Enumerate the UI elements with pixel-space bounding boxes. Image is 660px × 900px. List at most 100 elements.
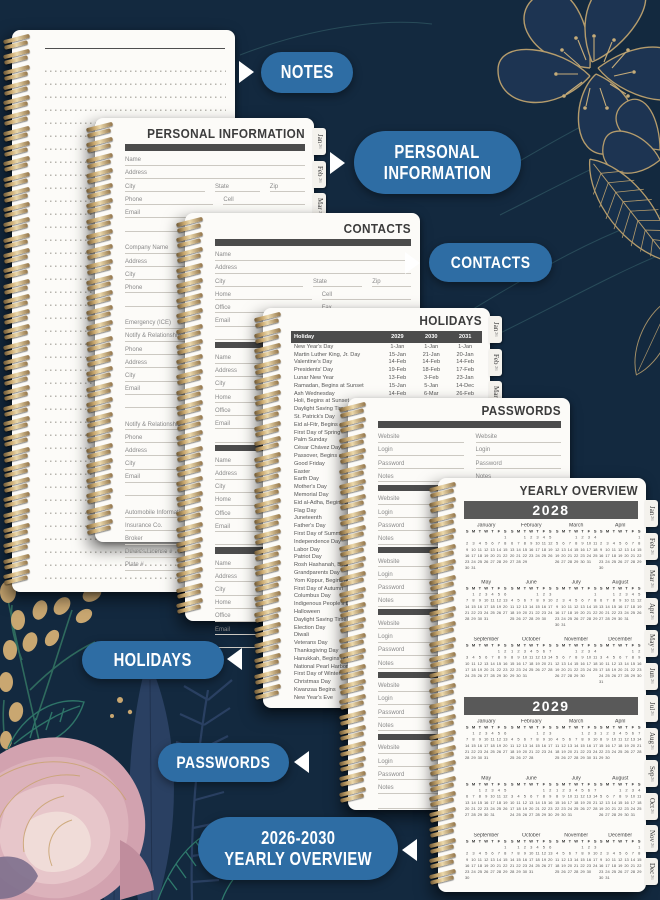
day-number: 1 bbox=[638, 535, 641, 541]
day-number: 26 bbox=[483, 560, 489, 565]
month-grid: S M T W T F S 1 2 3 4 5 6 7 8 9 10 11 12 13 14 15 16 17 18 19 20 21… bbox=[464, 586, 508, 622]
day-number: 24 bbox=[522, 667, 527, 673]
weekday-header: T bbox=[536, 725, 539, 731]
month-calendar: December S M T W T F S 1 2 3 4 5 6 7 8 9 10 11 12 13 14 15 16 17… bbox=[598, 833, 642, 881]
form-row: Website bbox=[378, 741, 464, 754]
weekday-header: S bbox=[555, 839, 559, 845]
month-row: January S M T W T F S 1 2 3 4 5 6 7 8 9 10 11 12 13 14 15 16 17 1… bbox=[464, 719, 642, 776]
day-number: 21 bbox=[516, 553, 521, 559]
day-number: 21 bbox=[496, 863, 502, 869]
holiday-name: Daylight Saving Time Begins bbox=[294, 406, 366, 413]
month-grid: S M T W T F S 1 2 3 4 5 6 7 8 9 10 11 12 13 14 15 16 17 18 19 20 21… bbox=[509, 643, 553, 679]
day-number: 24 bbox=[586, 553, 591, 559]
holiday-column-header: Holiday bbox=[294, 334, 315, 340]
day-number: 9 bbox=[606, 737, 610, 743]
day-number: 12 bbox=[503, 794, 508, 800]
month-grid: S M T W T F S 1 2 3 4 5 6 7 8 9 10 11 12 13 14 15 16 17 18 19 20 21… bbox=[464, 725, 508, 761]
day-number: 24 bbox=[612, 749, 617, 755]
holiday-name: First Day of Winter bbox=[294, 671, 341, 678]
day-number: 17 bbox=[490, 800, 495, 806]
day-number: 8 bbox=[504, 541, 507, 547]
day-number: 17 bbox=[586, 661, 591, 667]
month-grid: S M T W T F S 1 2 3 4 5 6 7 8 9 10 11 12 13 14 15 16 17 18 19 20 21… bbox=[598, 839, 642, 881]
day-number: 2 bbox=[581, 535, 584, 541]
day-number: 11 bbox=[509, 743, 515, 749]
day-number: 5 bbox=[619, 851, 622, 857]
field-label: Notify & Relationship bbox=[125, 421, 181, 428]
day-number: 16 bbox=[579, 661, 585, 667]
day-number: 10 bbox=[592, 737, 598, 743]
day-number: 22 bbox=[496, 667, 502, 673]
field-label: Address bbox=[215, 573, 238, 580]
month-name: January bbox=[476, 523, 496, 529]
field-label: State bbox=[215, 183, 230, 190]
weekday-header: F bbox=[587, 586, 590, 592]
day-number: 24 bbox=[586, 667, 591, 673]
field-label: City bbox=[215, 484, 226, 491]
day-number: 1 bbox=[510, 649, 514, 655]
day-number: 22 bbox=[503, 553, 508, 559]
day-number: 21 bbox=[547, 661, 553, 667]
holiday-date: 14-Feb bbox=[422, 359, 441, 366]
day-number: 14 bbox=[573, 857, 579, 863]
field-label: Password bbox=[378, 771, 405, 778]
holiday-row: Election Day bbox=[291, 624, 482, 632]
section-bar bbox=[378, 484, 464, 491]
day-number: 14 bbox=[586, 604, 591, 610]
day-number: 8 bbox=[581, 851, 584, 857]
section-bar bbox=[125, 144, 305, 151]
holiday-column-header: 2031 bbox=[458, 334, 472, 340]
form-row: Notes bbox=[378, 531, 464, 545]
weekday-header: M bbox=[471, 586, 476, 592]
day-number: 14 bbox=[535, 800, 540, 806]
day-number: 19 bbox=[612, 667, 617, 673]
form-field: Login bbox=[378, 692, 464, 705]
day-number: 2 bbox=[587, 731, 590, 737]
day-number: 27 bbox=[624, 870, 630, 875]
day-number: 25 bbox=[567, 617, 572, 622]
day-number: 31 bbox=[599, 680, 604, 685]
month-tab: Jan 26 bbox=[313, 128, 326, 155]
passwords-label-badge: PASSWORDS bbox=[158, 743, 289, 782]
day-number: 6 bbox=[491, 541, 494, 547]
month-name: May bbox=[481, 776, 492, 782]
field-label: Cell bbox=[223, 196, 234, 203]
weekday-header: M bbox=[561, 782, 565, 788]
holiday-row: Diwali bbox=[291, 631, 482, 639]
day-number: 21 bbox=[471, 806, 476, 812]
day-number: 26 bbox=[541, 863, 546, 869]
day-number: 25 bbox=[477, 560, 483, 565]
day-number: 19 bbox=[554, 553, 559, 559]
holiday-column-header: 2029 bbox=[391, 334, 404, 340]
weekday-header: S bbox=[600, 586, 603, 592]
day-number: 25 bbox=[573, 806, 579, 812]
day-number: 4 bbox=[478, 851, 481, 857]
day-number: 12 bbox=[477, 661, 483, 667]
day-number: 21 bbox=[573, 749, 579, 755]
field-label: City bbox=[215, 381, 226, 388]
day-number: 4 bbox=[613, 851, 616, 857]
day-number: 18 bbox=[554, 749, 559, 755]
day-number: 15 bbox=[535, 743, 540, 749]
day-number: 1 bbox=[478, 788, 481, 794]
day-number: 5 bbox=[548, 535, 552, 541]
month-calendar: October S M T W T F S 1 2 3 4 5 6 7 8 9 10 11 12 13 14 15 16 17 1… bbox=[509, 833, 553, 875]
day-number: 29 bbox=[592, 617, 598, 622]
month-calendar: February S M T W T F S 1 2 3 4 5 6 7 8 9 10 11 12 13 14 15 16 17… bbox=[509, 523, 553, 565]
weekday-header: W bbox=[618, 725, 623, 731]
field-label: Automobile Information bbox=[125, 509, 187, 516]
day-number: 15 bbox=[579, 743, 585, 749]
day-number: 23 bbox=[579, 667, 585, 673]
weekday-header: M bbox=[561, 529, 565, 535]
day-number: 3 bbox=[472, 541, 475, 547]
day-number: 20 bbox=[503, 604, 508, 610]
day-number: 8 bbox=[523, 541, 526, 547]
month-tab-label: Jan bbox=[648, 506, 656, 516]
month-grid: S M T W T F S 1 2 3 4 5 6 7 8 9 10 11 12 13 14 15 16 17 18 19 20 21… bbox=[554, 643, 598, 679]
field-label: Website bbox=[378, 558, 400, 565]
day-number: 27 bbox=[541, 667, 546, 673]
day-number: 21 bbox=[573, 863, 579, 869]
day-number: 24 bbox=[547, 610, 553, 616]
